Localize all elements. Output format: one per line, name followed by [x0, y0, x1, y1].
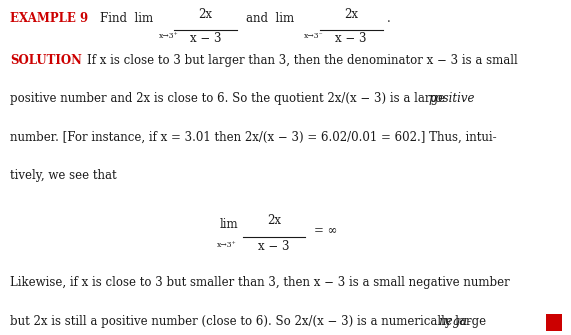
Text: If x is close to 3 but larger than 3, then the denominator x − 3 is a small: If x is close to 3 but larger than 3, th…	[87, 54, 517, 67]
Text: SOLUTION: SOLUTION	[10, 54, 82, 67]
Text: 2x: 2x	[344, 8, 358, 21]
Text: .: .	[387, 12, 391, 25]
Text: EXAMPLE 9: EXAMPLE 9	[10, 12, 89, 25]
Text: nega-: nega-	[439, 315, 472, 328]
Text: but 2x is still a positive number (close to 6). So 2x/(x − 3) is a numerically l: but 2x is still a positive number (close…	[10, 315, 490, 328]
Text: and  lim: and lim	[246, 12, 293, 25]
Text: x→3⁻: x→3⁻	[304, 32, 324, 41]
Text: x − 3: x − 3	[258, 240, 290, 253]
Text: positive number and 2x is close to 6. So the quotient 2x/(x − 3) is a large: positive number and 2x is close to 6. So…	[10, 92, 449, 105]
Text: 2x: 2x	[199, 8, 212, 21]
Text: tively, we see that: tively, we see that	[10, 169, 117, 182]
Text: x − 3: x − 3	[190, 32, 222, 46]
Text: Likewise, if x is close to 3 but smaller than 3, then x − 3 is a small negative : Likewise, if x is close to 3 but smaller…	[10, 276, 510, 289]
Text: = ∞: = ∞	[314, 224, 337, 238]
Text: Find  lim: Find lim	[100, 12, 153, 25]
Text: number. [For instance, if x = 3.01 then 2x/(x − 3) = 6.02/0.01 = 602.] Thus, int: number. [For instance, if x = 3.01 then …	[10, 131, 497, 144]
Text: x − 3: x − 3	[335, 32, 367, 46]
Text: positive: positive	[428, 92, 475, 105]
Text: 2x: 2x	[267, 214, 281, 227]
Text: x→3⁺: x→3⁺	[217, 241, 237, 249]
Text: x→3⁺: x→3⁺	[159, 32, 179, 41]
Bar	[546, 314, 562, 331]
Text: lim: lim	[220, 218, 239, 231]
